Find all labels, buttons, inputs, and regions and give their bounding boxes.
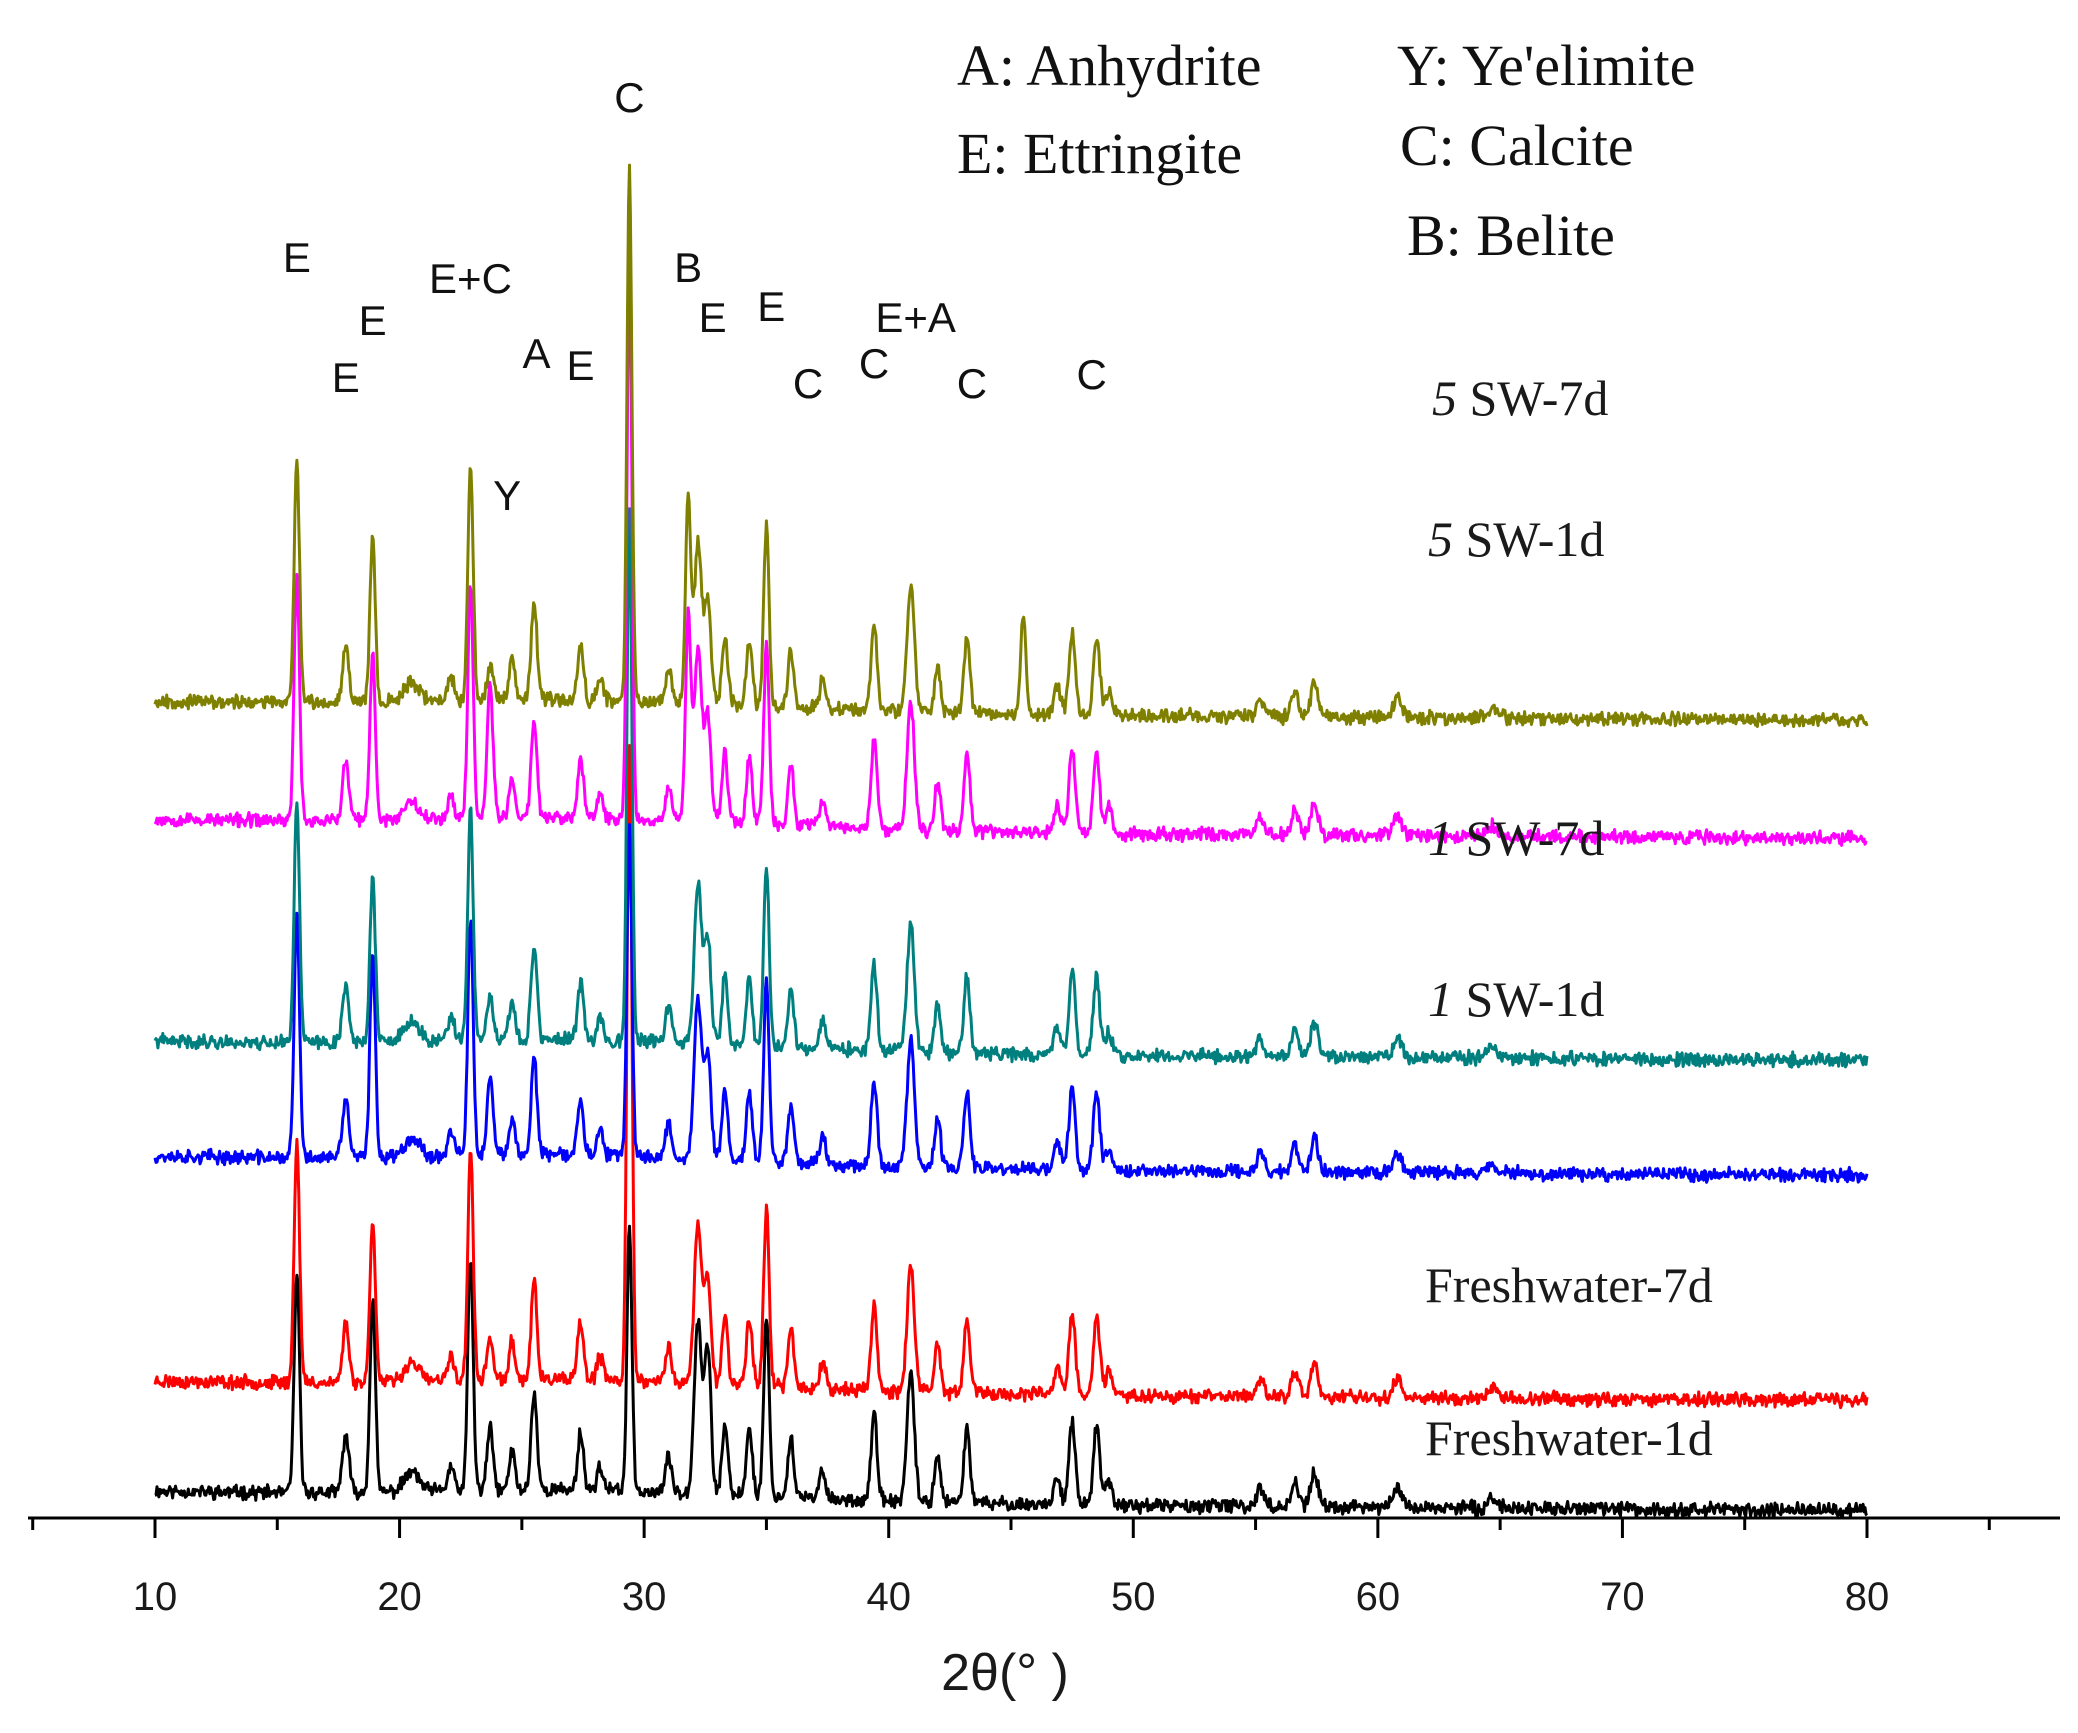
peak-label: E+C — [429, 255, 512, 302]
x-axis-title: 2θ(° ) — [941, 1644, 1069, 1702]
x-tick-label: 60 — [1356, 1575, 1401, 1619]
legend-belite: B: Belite — [1407, 203, 1615, 268]
legend-ettringite: E: Ettringite — [957, 121, 1242, 186]
peak-label: C — [957, 360, 987, 407]
legend: A: Anhydrite Y: Ye'elimite E: Ettringite… — [957, 33, 1695, 268]
x-tick-label: 70 — [1600, 1575, 1645, 1619]
x-tick-label: 20 — [377, 1575, 422, 1619]
peak-label: E — [699, 294, 727, 341]
series-line-0 — [154, 1224, 1869, 1520]
peak-label: E — [359, 297, 387, 344]
x-tick-label: 30 — [622, 1575, 667, 1619]
series-line-5 — [153, 163, 1869, 729]
legend-anhydrite: A: Anhydrite — [957, 33, 1261, 98]
traces — [153, 163, 1869, 1520]
series-label: 1 SW-1d — [1428, 971, 1604, 1027]
series-line-2 — [153, 823, 1869, 1184]
series-label: 5 SW-1d — [1428, 511, 1604, 567]
series-line-3 — [153, 507, 1869, 1069]
peak-label: B — [674, 244, 702, 291]
x-tick-label: 40 — [866, 1575, 911, 1619]
series-label: Freshwater-7d — [1425, 1257, 1713, 1313]
peak-label: E — [567, 342, 595, 389]
peak-label: Y — [493, 472, 521, 519]
series-label: 5 SW-7d — [1432, 370, 1608, 426]
series-label: 1 SW-7d — [1428, 810, 1604, 866]
x-tick-label: 80 — [1845, 1575, 1890, 1619]
peak-label: C — [793, 360, 823, 407]
peak-label: C — [1077, 351, 1107, 398]
peak-label: C — [614, 74, 644, 121]
peak-label: E — [283, 234, 311, 281]
series-line-1 — [153, 744, 1869, 1410]
peak-label: E — [757, 283, 785, 330]
legend-yeelimite: Y: Ye'elimite — [1397, 33, 1695, 98]
peak-label: A — [523, 330, 551, 377]
series-line-4 — [153, 263, 1868, 847]
series-label: Freshwater-1d — [1425, 1410, 1713, 1466]
x-axis: 10 20 30 40 50 60 70 80 — [28, 1516, 2060, 1619]
x-tick-label: 10 — [133, 1575, 178, 1619]
peak-label: E+A — [875, 294, 956, 341]
peak-label: E — [332, 354, 360, 401]
legend-calcite: C: Calcite — [1400, 113, 1634, 178]
series-labels: Freshwater-1d Freshwater-7d 1 SW-1d 1 SW-7d… — [1425, 370, 1713, 1466]
peak-label: C — [859, 340, 889, 387]
x-tick-label: 50 — [1111, 1575, 1156, 1619]
